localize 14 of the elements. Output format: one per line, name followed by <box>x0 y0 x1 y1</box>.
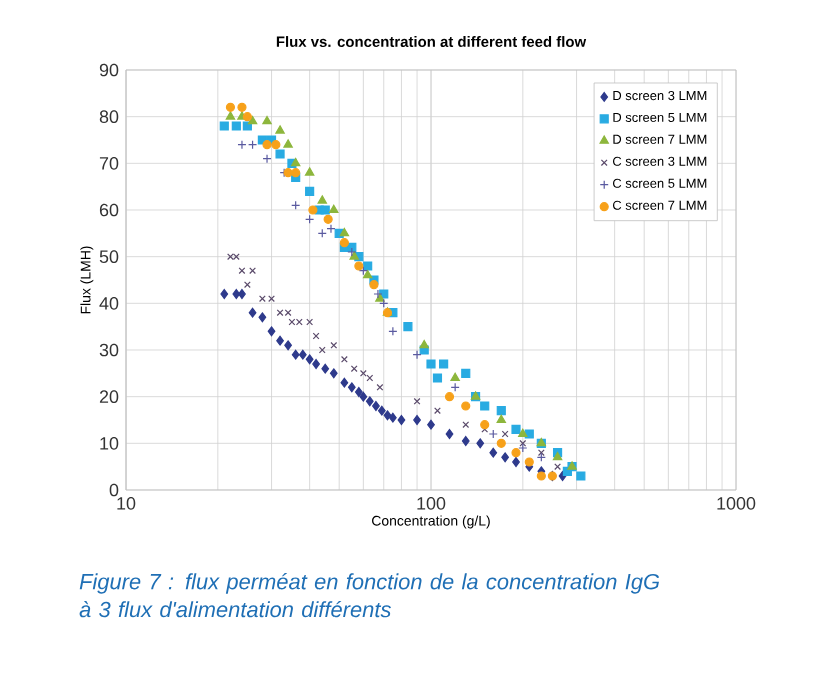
y-tick-label: 30 <box>99 343 119 357</box>
y-tick-label: 40 <box>99 296 119 310</box>
x-tick-label: 100 <box>417 497 446 510</box>
y-tick-label: 70 <box>99 156 119 170</box>
caption: Figure 7 : flux perméat en fonction de la concentration IgG à 3 flux d'alimentation différents <box>79 573 660 618</box>
y-tick-label: 20 <box>99 390 119 404</box>
y-tick-label: 0 <box>109 483 119 497</box>
y-tick-label: 50 <box>99 250 119 264</box>
y-tick-label: 90 <box>99 63 119 77</box>
y-tick-label: 60 <box>99 203 119 217</box>
y-tick-label: 10 <box>100 436 119 450</box>
x-tick-label: 10 <box>117 497 136 510</box>
x-tick-label: 1000 <box>717 497 756 510</box>
y-tick-label: 80 <box>99 110 119 124</box>
